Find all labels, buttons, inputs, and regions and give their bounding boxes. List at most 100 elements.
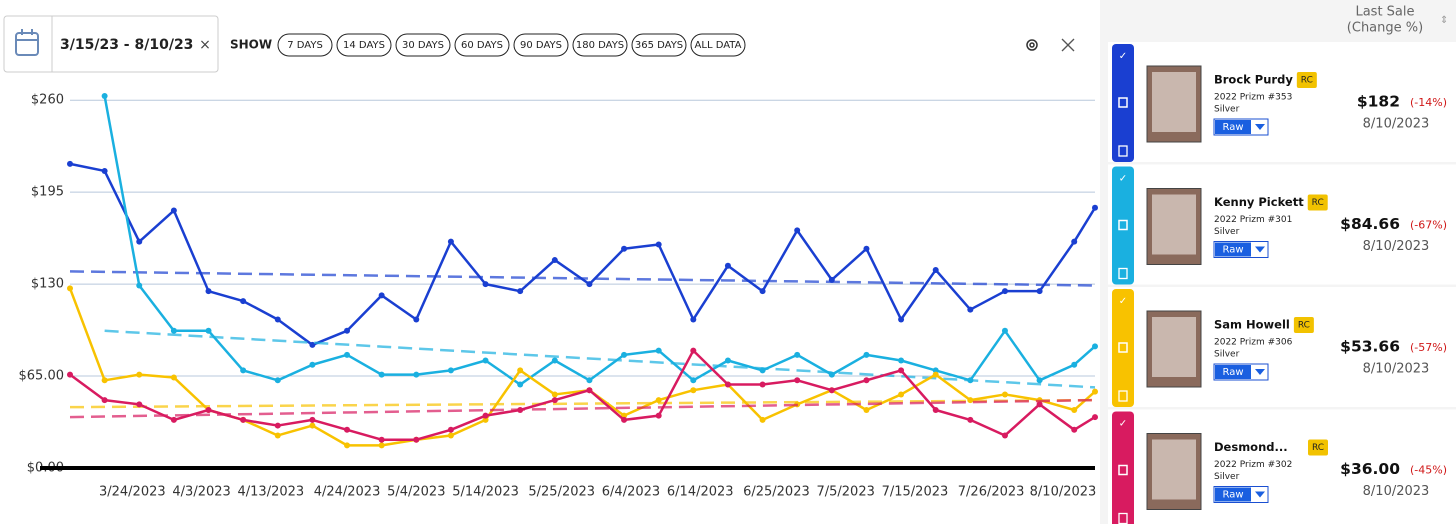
data-point	[932, 367, 939, 374]
data-point	[898, 391, 905, 398]
data-point	[551, 257, 558, 264]
range-button[interactable]	[277, 33, 333, 57]
data-point	[482, 416, 489, 423]
check-icon[interactable]: ✓	[1119, 174, 1127, 185]
data-point	[67, 371, 73, 378]
sort-icon[interactable]: ⇕	[1440, 15, 1448, 26]
date-range: 3/15/23 - 8/10/23	[60, 37, 193, 53]
player-card[interactable]: ✓ Sam Howell RC 2022 Prizm #306 Silver Raw $53…	[1108, 287, 1456, 407]
data-point	[655, 241, 662, 248]
data-point	[655, 347, 662, 354]
series-line	[69, 349, 1096, 441]
color-strip	[1112, 411, 1134, 524]
check-icon[interactable]: ✓	[1119, 296, 1127, 307]
data-point	[205, 327, 212, 334]
range-button[interactable]	[454, 33, 510, 57]
data-point	[794, 227, 801, 234]
range-button[interactable]	[690, 33, 746, 57]
trash-icon[interactable]	[1118, 145, 1128, 157]
player-card[interactable]: ✓ Brock Purdy RC 2022 Prizm #353 Silver Raw $1…	[1108, 42, 1456, 162]
check-icon[interactable]: ✓	[1119, 51, 1127, 62]
data-point	[898, 367, 905, 374]
data-point	[136, 238, 143, 245]
data-point	[621, 245, 628, 252]
range-button[interactable]	[572, 33, 628, 57]
grade-fill	[1215, 120, 1251, 134]
data-point	[1092, 343, 1098, 350]
data-point	[690, 316, 697, 323]
data-point	[1092, 414, 1098, 421]
data-point	[794, 377, 801, 384]
range-label: 7 DAYS	[287, 40, 323, 51]
data-point	[967, 397, 974, 404]
settings-icon[interactable]	[1026, 39, 1038, 51]
copy-icon[interactable]	[1118, 97, 1128, 108]
data-point	[67, 160, 73, 167]
clear-icon[interactable]: ×	[199, 37, 211, 53]
rc-label: RC	[1301, 76, 1313, 86]
grade-label: Raw	[1222, 490, 1243, 501]
data-point	[586, 387, 593, 394]
data-point	[170, 327, 177, 334]
y-tick-label: $65.00	[19, 369, 65, 384]
trash-icon[interactable]	[1118, 267, 1128, 280]
data-point	[170, 374, 177, 381]
data-point	[759, 381, 766, 388]
calendar-icon[interactable]	[15, 29, 39, 56]
range-button[interactable]	[513, 33, 569, 57]
data-point	[551, 391, 558, 398]
data-point	[517, 381, 524, 388]
data-point	[1001, 288, 1008, 295]
range-label: 90 DAYS	[520, 40, 562, 51]
date-picker[interactable]	[3, 15, 219, 73]
price-change: (-45%)	[1410, 464, 1447, 477]
range-button[interactable]	[631, 33, 687, 57]
card-variant: Silver	[1214, 472, 1240, 482]
cards: ✓ Brock Purdy RC 2022 Prizm #353 Silver Raw $1…	[1108, 42, 1456, 524]
sale-date: 8/10/2023	[1363, 239, 1430, 254]
x-tick-label: 5/14/2023	[452, 485, 519, 500]
data-point	[101, 377, 108, 384]
copy-icon[interactable]	[1118, 219, 1128, 231]
data-point	[551, 397, 558, 404]
rc-badge	[1307, 194, 1328, 211]
data-point	[1071, 238, 1078, 245]
x-tick-label: 6/4/2023	[602, 485, 660, 500]
data-point	[240, 367, 247, 374]
card-photo	[1152, 439, 1196, 500]
trash-icon[interactable]	[1118, 390, 1128, 402]
expand-icon[interactable]	[1061, 38, 1075, 52]
data-point	[1036, 377, 1043, 384]
grade-caret	[1255, 491, 1265, 498]
data-point	[863, 407, 870, 414]
data-point	[967, 377, 974, 384]
player-card[interactable]: ✓ Desmond... RC 2022 Prizm #302 Silver Raw $36…	[1108, 409, 1456, 524]
check-icon[interactable]: ✓	[1119, 419, 1127, 430]
copy-icon[interactable]	[1118, 342, 1128, 353]
player-card[interactable]: ✓ Kenny Pickett RC 2022 Prizm #301 Silver Raw…	[1108, 164, 1456, 285]
data-point	[170, 416, 177, 423]
grade-caret	[1255, 246, 1265, 253]
color-strip	[1112, 44, 1134, 162]
copy-icon[interactable]	[1118, 464, 1128, 476]
price-change: (-67%)	[1410, 219, 1447, 232]
rc-label: RC	[1298, 321, 1310, 331]
range-button[interactable]	[336, 33, 392, 57]
player-name: Brock Purdy	[1214, 73, 1293, 87]
data-point	[517, 288, 524, 295]
data-point	[101, 397, 108, 404]
x-tick-label: 7/26/2023	[958, 485, 1025, 500]
card-variant: Silver	[1214, 105, 1240, 115]
grade-caret	[1255, 124, 1265, 130]
series-line	[103, 95, 1096, 386]
range-label: ALL DATA	[695, 40, 742, 51]
data-point	[67, 285, 73, 292]
range-button[interactable]	[395, 33, 451, 57]
sale-date: 8/10/2023	[1363, 117, 1430, 132]
card-set: 2022 Prizm #353	[1214, 93, 1292, 103]
data-point	[274, 432, 281, 439]
trend-line	[104, 329, 1096, 389]
data-point	[724, 262, 731, 269]
